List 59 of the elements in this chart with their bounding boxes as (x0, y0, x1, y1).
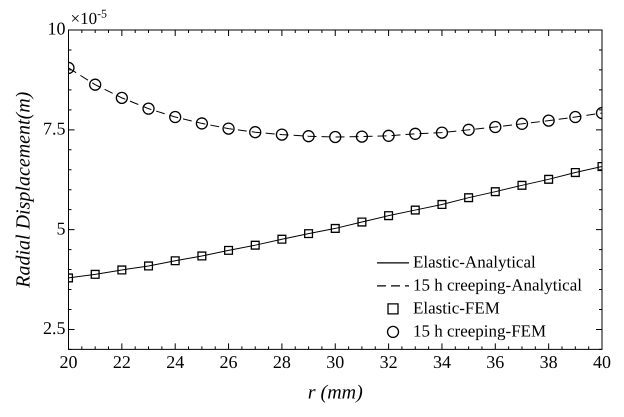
x-tick-label: 40 (593, 352, 611, 372)
x-tick-label: 20 (60, 352, 78, 372)
point (117, 265, 126, 274)
x-tick-label: 38 (540, 352, 558, 372)
y-tick-label: 7.5 (43, 118, 66, 139)
legend-label: Elastic-Analytical (413, 252, 536, 272)
legend-label: Elastic-FEM (413, 298, 500, 318)
point (410, 206, 420, 215)
point (569, 110, 582, 124)
point (489, 120, 502, 134)
point (196, 117, 208, 130)
point (302, 130, 315, 142)
point (169, 110, 182, 124)
point (384, 211, 394, 220)
point (249, 126, 262, 138)
x-tick-label: 36 (486, 352, 504, 372)
point (490, 187, 500, 196)
point (224, 246, 234, 255)
point (142, 102, 155, 115)
point (462, 124, 475, 136)
point (570, 168, 580, 178)
point (517, 180, 527, 190)
point (329, 130, 342, 144)
point (250, 240, 260, 250)
y-tick-label: 10 (48, 18, 66, 39)
point (222, 122, 235, 135)
point (170, 256, 180, 266)
point (436, 126, 448, 139)
point (276, 128, 288, 141)
point (464, 193, 474, 202)
point (90, 270, 100, 279)
y-tick-label: 5 (56, 218, 66, 238)
point (516, 118, 528, 130)
y-tick-label: 2.5 (43, 318, 66, 338)
point (409, 128, 422, 140)
point (330, 224, 340, 233)
point (277, 234, 286, 244)
x-tick-label: 26 (220, 352, 238, 372)
point (116, 92, 128, 104)
point (144, 261, 154, 270)
x-tick-label: 22 (112, 352, 131, 372)
x-tick-label: 34 (432, 352, 451, 372)
point (89, 78, 102, 91)
point (357, 218, 366, 227)
point (382, 130, 395, 142)
x-tick-label: 30 (326, 352, 344, 372)
x-tick-label: 32 (380, 352, 398, 372)
x-tick-label: 24 (166, 352, 184, 372)
legend-label: 15 h creeping-FEM (413, 321, 546, 340)
point (356, 130, 368, 143)
point (304, 229, 314, 238)
point (544, 174, 554, 184)
point (437, 200, 446, 210)
x-axis-title: r (mm) (308, 381, 364, 404)
point (197, 251, 206, 261)
y-axis-title: Radial Displacement(m) (12, 91, 34, 289)
point (542, 114, 555, 127)
legend-label: 15 h creeping-Analytical (413, 275, 582, 294)
x-tick-label: 28 (272, 352, 291, 372)
